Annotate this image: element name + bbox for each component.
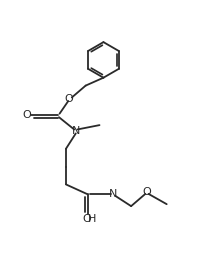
Text: N: N (109, 189, 118, 199)
Text: N: N (72, 126, 80, 136)
Text: O: O (142, 187, 151, 197)
Text: O: O (64, 94, 73, 104)
Text: O: O (82, 214, 91, 224)
Text: H: H (88, 214, 96, 224)
Text: O: O (22, 110, 31, 120)
